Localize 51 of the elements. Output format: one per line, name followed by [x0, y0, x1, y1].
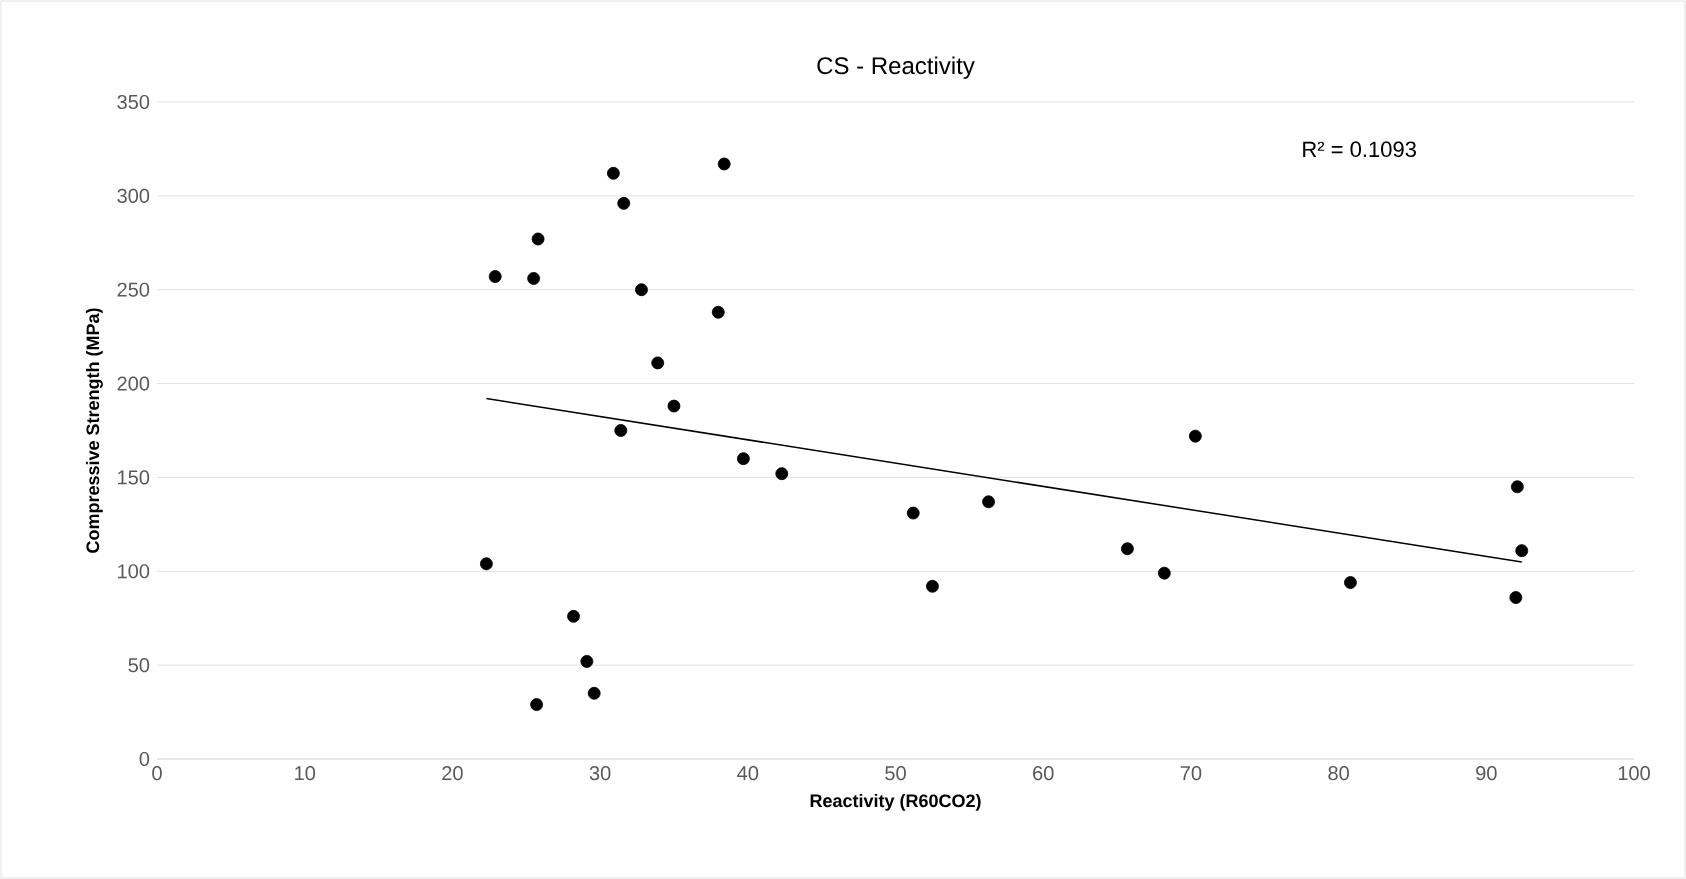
x-tick-label: 10	[295, 766, 316, 781]
point	[1121, 542, 1134, 556]
point	[530, 698, 543, 711]
x-tick-label: 40	[737, 766, 759, 781]
point	[587, 686, 601, 700]
x-tick-label: 100	[1618, 766, 1650, 781]
x-tick-label: 60	[1033, 766, 1054, 781]
point	[711, 305, 725, 319]
point	[635, 283, 648, 297]
point	[736, 452, 750, 466]
x-tick-label: 70	[1180, 766, 1202, 781]
point	[580, 654, 594, 668]
annotation: R² = 0.1093	[1303, 141, 1416, 158]
point	[531, 232, 545, 246]
point	[479, 557, 493, 571]
y-tick-label: 0	[139, 751, 150, 767]
point	[607, 166, 620, 180]
x-tick-label: 80	[1328, 766, 1349, 781]
chart-title: CS - Reactivity	[817, 56, 975, 79]
y-tick-label: 350	[117, 94, 150, 110]
point	[1509, 591, 1523, 604]
x-axis-title: Reactivity (R60CO2)	[810, 793, 981, 811]
point	[717, 157, 731, 171]
point	[1515, 544, 1529, 558]
x-tick-label: 20	[442, 766, 463, 781]
y-tick-label: 150	[118, 470, 150, 485]
y-tick-label: 250	[117, 282, 150, 297]
point	[1344, 576, 1357, 589]
x-tick-label: 90	[1476, 766, 1497, 781]
y-tick-label: 50	[128, 658, 150, 673]
point	[926, 579, 939, 593]
point	[906, 506, 920, 520]
point	[775, 467, 789, 481]
x-tick-label: 30	[589, 766, 611, 781]
point	[527, 272, 541, 285]
point	[567, 609, 580, 623]
point	[1188, 429, 1202, 443]
y-tick-label: 300	[117, 188, 150, 203]
point	[617, 196, 631, 210]
point	[667, 399, 681, 413]
x-tick-label: 50	[885, 766, 906, 781]
point	[1157, 566, 1171, 580]
point	[651, 356, 665, 370]
point	[488, 270, 502, 283]
point	[1510, 480, 1524, 494]
point	[614, 424, 628, 437]
y-tick-label: 100	[118, 564, 150, 579]
y-axis-title: Compressive Strength (MPa)	[85, 308, 103, 553]
y-tick-label: 200	[117, 376, 150, 391]
point	[982, 495, 995, 509]
x-tick-label: 0	[152, 766, 162, 781]
